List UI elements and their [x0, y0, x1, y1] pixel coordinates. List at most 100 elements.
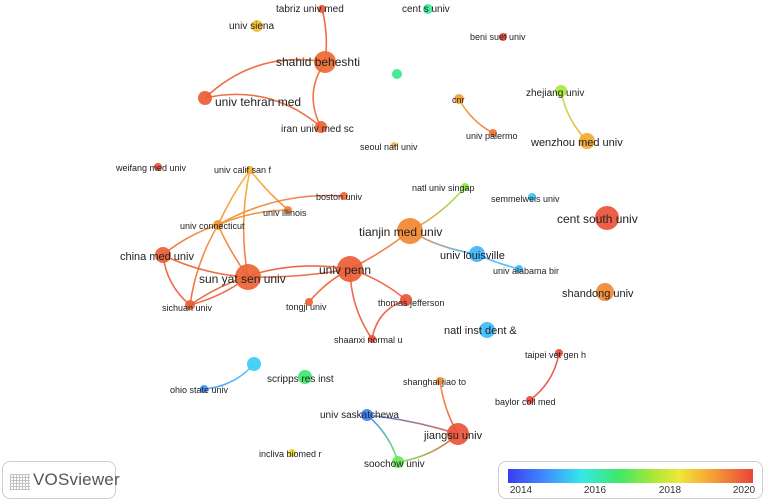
node-label-beheshti[interactable]: shahid beheshti — [276, 55, 360, 69]
node-label-alabama[interactable]: univ alabama bir — [493, 266, 559, 276]
node-label-illinois[interactable]: univ illinois — [263, 208, 307, 218]
node-shandong[interactable] — [596, 283, 614, 301]
node-label-cents[interactable]: cent s univ — [402, 4, 450, 15]
link-califsf-illinois — [249, 169, 289, 211]
node-cents[interactable] — [423, 4, 433, 14]
node-label-centsouth[interactable]: cent south univ — [557, 212, 638, 226]
node-semmel[interactable] — [528, 193, 536, 201]
node-label-sunyat[interactable]: sun yat sen univ — [199, 272, 286, 286]
link-saskat-soochow — [366, 414, 399, 463]
node-label-shandong[interactable]: shandong univ — [562, 288, 634, 300]
link-illinois-connect — [217, 209, 289, 226]
node-tongji[interactable] — [305, 298, 313, 306]
node-louisv[interactable] — [469, 246, 485, 262]
node-label-louisv[interactable]: univ louisville — [440, 250, 505, 262]
node-label-wenzhou[interactable]: wenzhou med univ — [530, 137, 623, 149]
node-illinois[interactable] — [284, 206, 292, 214]
node-label-tehran[interactable]: univ tehran med — [215, 95, 301, 109]
node-label-shaanxi[interactable]: shaanxi normal u — [334, 335, 403, 345]
node-benisuef[interactable] — [499, 33, 507, 41]
node-unlabeled[interactable] — [392, 69, 402, 79]
node-weifang[interactable] — [154, 163, 162, 171]
node-beheshti[interactable] — [314, 51, 336, 73]
node-label-siena[interactable]: univ siena — [229, 21, 274, 32]
node-label-iran[interactable]: iran univ med sc — [281, 124, 354, 135]
node-cnr[interactable] — [454, 94, 464, 104]
node-incliva[interactable] — [288, 449, 296, 457]
node-saskat[interactable] — [361, 409, 373, 421]
node-label-jefferson[interactable]: thomas jefferson — [378, 298, 444, 308]
node-label-penn[interactable]: univ penn — [319, 263, 371, 277]
node-sichuan[interactable] — [185, 300, 195, 310]
node-label-tianjin[interactable]: tianjin med univ — [359, 225, 442, 239]
node-label-soochow[interactable]: soochow univ — [364, 459, 425, 470]
legend-tick: 2020 — [732, 485, 756, 496]
node-label-chinamed[interactable]: china med univ — [120, 251, 194, 263]
node-label-connect[interactable]: univ connecticut — [180, 221, 245, 231]
link-califsf-connect — [217, 169, 251, 226]
node-wenzhou[interactable] — [579, 133, 595, 149]
node-layer — [154, 4, 619, 468]
node-label-saskat[interactable]: univ saskatchewa — [320, 410, 399, 421]
node-taipei[interactable] — [555, 349, 563, 357]
node-label-baylor[interactable]: baylor coll med — [495, 397, 556, 407]
node-blue2[interactable] — [247, 357, 261, 371]
node-iran[interactable] — [315, 121, 327, 133]
node-tianjin[interactable] — [397, 218, 423, 244]
node-sunyat[interactable] — [235, 264, 261, 290]
node-label-boston[interactable]: boston univ — [316, 192, 363, 202]
node-shaanxi[interactable] — [368, 335, 376, 343]
node-label-tongji[interactable]: tongji univ — [286, 302, 327, 312]
link-sichuan-penn — [189, 265, 351, 306]
node-penn[interactable] — [337, 256, 363, 282]
node-chinamed[interactable] — [155, 247, 171, 263]
node-label-singap[interactable]: natl univ singap — [412, 183, 475, 193]
node-label-semmel[interactable]: semmelweis univ — [491, 194, 560, 204]
node-connect[interactable] — [213, 220, 223, 230]
node-label-natlinst[interactable]: natl inst dent & — [444, 325, 517, 337]
vosviewer-logo-icon — [10, 474, 30, 490]
node-shanghai[interactable] — [436, 377, 444, 385]
node-boston[interactable] — [340, 192, 348, 200]
node-scripps[interactable] — [298, 370, 312, 384]
node-seoul[interactable] — [391, 142, 397, 148]
node-label-shanghai[interactable]: shanghai jiao to — [403, 377, 466, 387]
node-soochow[interactable] — [392, 456, 404, 468]
node-label-zhejiang[interactable]: zhejiang univ — [526, 88, 584, 99]
node-zhejiang[interactable] — [555, 85, 567, 97]
node-label-taipei[interactable]: taipei vet gen h — [525, 350, 586, 360]
node-label-benisuef[interactable]: beni suef univ — [470, 32, 526, 42]
node-label-sichuan[interactable]: sichuan univ — [162, 303, 213, 313]
node-siena[interactable] — [251, 20, 263, 32]
node-centsouth[interactable] — [595, 206, 619, 230]
node-singap[interactable] — [461, 183, 469, 191]
node-alabama[interactable] — [515, 265, 523, 273]
node-baylor[interactable] — [526, 396, 534, 404]
node-label-incliva[interactable]: incliva biomed r — [259, 449, 322, 459]
node-label-tabriz[interactable]: tabriz univ med — [276, 4, 344, 15]
node-ohio[interactable] — [200, 385, 208, 393]
node-natlinst[interactable] — [479, 322, 495, 338]
legend-tick: 2016 — [583, 485, 607, 496]
node-label-palermo[interactable]: univ palermo — [466, 131, 518, 141]
node-label-seoul[interactable]: seoul natl univ — [360, 142, 418, 152]
link-connect-sichuan — [189, 224, 219, 306]
node-label-ohio[interactable]: ohio state univ — [170, 385, 229, 395]
link-tehran-iran — [204, 93, 322, 128]
node-jiangsu[interactable] — [447, 423, 469, 445]
node-label-weifang[interactable]: weifang med univ — [115, 163, 187, 173]
node-label-scripps[interactable]: scripps res inst — [267, 374, 334, 385]
node-jefferson[interactable] — [400, 294, 412, 306]
node-label-cnr[interactable]: cnr — [452, 95, 465, 105]
node-label-jiangsu[interactable]: jiangsu univ — [423, 430, 483, 442]
node-tabriz[interactable] — [318, 5, 326, 13]
color-legend: 2014 2016 2018 2020 — [498, 461, 763, 499]
legend-color-bar — [508, 469, 753, 483]
node-label-califsf[interactable]: univ calif san f — [214, 165, 272, 175]
legend-tick: 2014 — [509, 485, 533, 496]
node-tehran[interactable] — [198, 91, 212, 105]
node-palermo[interactable] — [489, 129, 497, 137]
node-califsf[interactable] — [246, 166, 254, 174]
link-beheshti-tehran — [204, 58, 326, 99]
